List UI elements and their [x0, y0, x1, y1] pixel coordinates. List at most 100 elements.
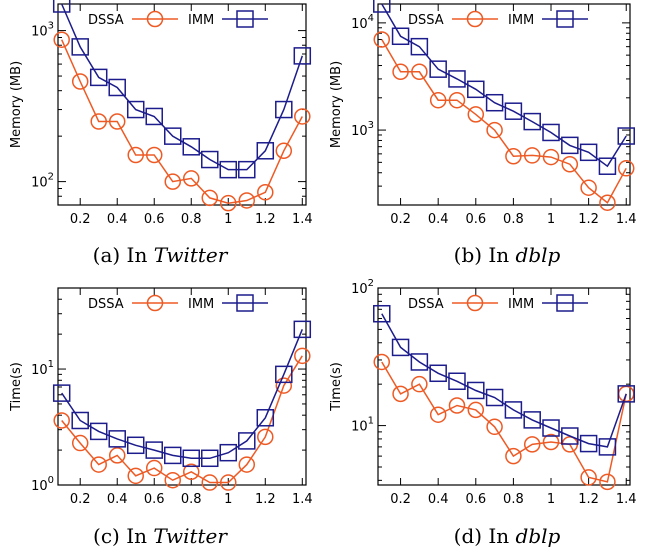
chart-panel-2: 103 104 0.2 0.4 0.6 0.8 1 1.2 1.4 Memory (MB) DSSA…: [329, 0, 637, 267]
y-tick-label: 103: [351, 120, 374, 139]
legend-label-dssa: DSSA: [408, 13, 444, 28]
x-tick-label: 1.4: [616, 212, 637, 227]
dssa-point: [467, 401, 485, 419]
imm-point: [391, 27, 410, 46]
dssa-point: [257, 428, 274, 446]
dssa-point: [164, 173, 181, 190]
y-axis-label: Memory (MB): [329, 61, 344, 148]
dssa-point: [373, 31, 391, 48]
x-tick-label: 1.4: [292, 212, 313, 227]
dssa-point: [429, 406, 447, 423]
series-line-imm: [381, 3, 627, 168]
imm-point: [293, 47, 312, 65]
imm-point: [89, 422, 108, 441]
dssa-point: [275, 142, 293, 160]
imm-point: [89, 68, 108, 87]
dssa-point: [448, 91, 466, 109]
x-tick-label: 1: [224, 212, 232, 227]
imm-point: [163, 127, 182, 145]
x-tick-label: 1.4: [292, 492, 313, 507]
series-line-dssa: [381, 39, 627, 204]
dssa-point: [561, 155, 579, 173]
dssa-point: [164, 471, 181, 489]
x-tick-label: 1.2: [255, 492, 276, 507]
imm-point: [71, 411, 89, 430]
y-tick-label: 103: [31, 21, 54, 40]
panel-caption: (b) In dblp: [454, 243, 561, 267]
imm-point: [145, 107, 163, 126]
dssa-point: [411, 63, 428, 81]
x-tick-label: 0.2: [390, 492, 411, 507]
dssa-point: [523, 147, 541, 164]
dssa-point: [486, 121, 503, 139]
dssa-point: [238, 456, 256, 473]
dssa-point: [617, 385, 635, 403]
imm-point: [126, 100, 145, 119]
dssa-point: [486, 418, 503, 436]
imm-point: [201, 150, 219, 169]
legend-label-imm: IMM: [508, 13, 534, 28]
legend-label-dssa: DSSA: [88, 297, 124, 312]
dssa-point: [201, 189, 219, 207]
imm-point: [410, 37, 429, 56]
dssa-point: [71, 434, 89, 452]
imm-point: [429, 364, 447, 383]
dssa-point: [145, 146, 163, 164]
x-tick-label: 0.8: [181, 212, 202, 227]
imm-point: [163, 446, 182, 465]
x-tick-label: 0.6: [144, 212, 165, 227]
imm-point: [504, 401, 523, 419]
series-line-dssa: [61, 39, 303, 204]
y-tick-label: 104: [351, 13, 374, 32]
dssa-point: [275, 377, 293, 394]
x-tick-label: 0.6: [465, 492, 486, 507]
imm-point: [598, 157, 617, 175]
panel-caption: (d) In dblp: [454, 524, 561, 548]
plot-frame: [377, 3, 631, 206]
imm-point: [275, 100, 293, 119]
imm-point: [617, 127, 635, 145]
imm-point: [182, 449, 201, 468]
dssa-point: [599, 194, 616, 211]
y-tick-label: 101: [351, 416, 374, 435]
x-tick-label: 1: [547, 492, 555, 507]
dssa-point: [53, 412, 70, 429]
y-tick-label: 101: [31, 359, 54, 378]
dssa-point: [220, 474, 237, 491]
chart-panel-3: 100 101 0.2 0.4 0.6 0.8 1 1.2 1.4 Time(s) DSSA IMM (…: [9, 287, 313, 548]
imm-point: [71, 38, 89, 56]
legend-label-imm: IMM: [188, 13, 214, 28]
dssa-point: [599, 473, 616, 491]
dssa-point: [145, 459, 163, 477]
dssa-point: [108, 113, 126, 130]
imm-point: [467, 80, 485, 99]
imm-point: [391, 338, 410, 357]
legend-marker-imm: [556, 294, 574, 312]
x-tick-label: 0.8: [503, 212, 524, 227]
imm-point: [108, 78, 126, 97]
dssa-point: [542, 433, 560, 451]
dssa-point: [108, 447, 126, 464]
dssa-point: [90, 456, 107, 473]
y-tick-label: 102: [31, 172, 54, 191]
y-axis-label: Memory (MB): [9, 61, 24, 148]
panel-caption: (c) In Twitter: [93, 524, 228, 548]
x-tick-label: 0.8: [503, 492, 524, 507]
dssa-point: [373, 353, 391, 371]
imm-point: [579, 434, 598, 453]
imm-point: [561, 427, 579, 445]
x-tick-label: 1: [224, 492, 232, 507]
dssa-point: [467, 106, 485, 123]
x-tick-label: 1.2: [255, 212, 276, 227]
x-tick-label: 1.2: [578, 212, 599, 227]
imm-point: [373, 304, 391, 323]
imm-point: [467, 381, 485, 400]
imm-point: [542, 123, 560, 142]
imm-point: [126, 436, 145, 455]
x-tick-label: 1.2: [578, 492, 599, 507]
legend-marker-dssa: [146, 294, 164, 312]
dssa-point: [580, 179, 597, 196]
series-line-imm: [381, 313, 627, 448]
dssa-point: [294, 108, 311, 125]
dssa-point: [71, 73, 89, 90]
